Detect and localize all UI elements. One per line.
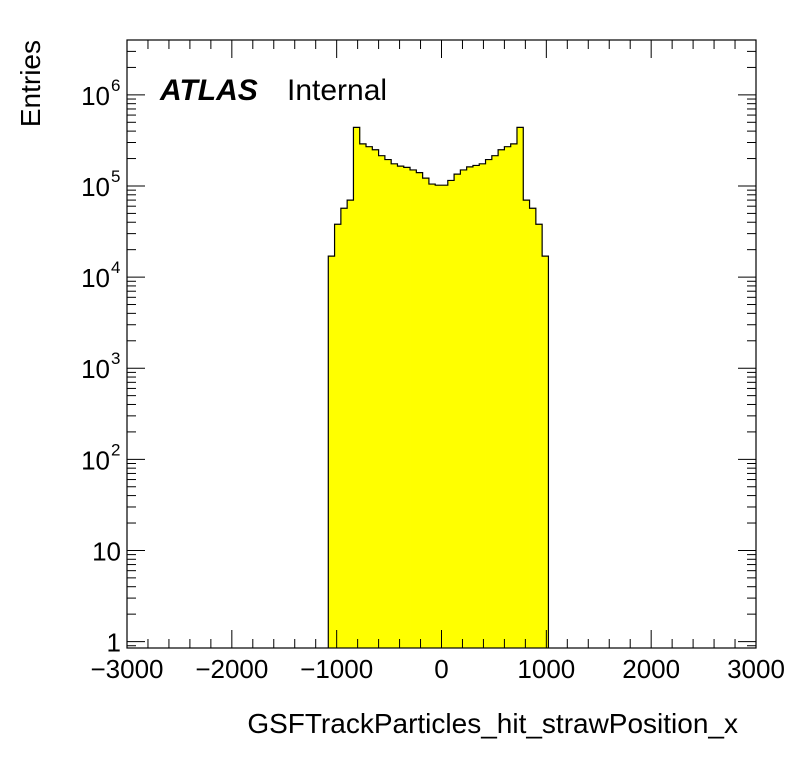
histogram-bin <box>428 184 436 648</box>
x-tick-label: 1000 <box>517 654 575 684</box>
histogram-bin <box>485 159 493 649</box>
x-tick-labels: −3000 −2000 −1000 0 1000 2000 3000 <box>90 654 784 684</box>
histogram-bin <box>340 208 348 649</box>
y-tick-label: 10 <box>81 172 110 202</box>
x-tick-label: −2000 <box>195 654 268 684</box>
x-tick-label: 0 <box>434 654 448 684</box>
x-axis-title: GSFTrackParticles_hit_strawPosition_x <box>247 708 738 739</box>
histogram-bin <box>510 143 518 648</box>
x-tick-label: 3000 <box>727 654 785 684</box>
histogram-bin <box>334 224 342 648</box>
histogram-bin <box>504 146 512 648</box>
histogram-bin <box>328 256 335 648</box>
histogram-outline <box>327 126 550 648</box>
internal-label: Internal <box>287 74 387 107</box>
histogram-bars <box>328 127 549 649</box>
y-tick-label: 10 <box>81 354 110 384</box>
y-tick-label: 10 <box>81 263 110 293</box>
histogram-bin <box>372 149 379 649</box>
y-tick-exponent: 2 <box>111 440 120 459</box>
y-tick-label: 10 <box>81 445 110 475</box>
axis-ticks <box>126 39 757 648</box>
histogram-bin <box>422 178 430 648</box>
histogram-bin <box>378 155 386 649</box>
histogram-bin <box>397 166 405 648</box>
histogram-bin <box>447 180 455 649</box>
x-tick-label: −3000 <box>90 654 163 684</box>
histogram-bin <box>535 224 543 648</box>
y-axis-title: Entries <box>15 40 46 127</box>
y-tick-label: 10 <box>81 81 110 111</box>
histogram-bin <box>347 200 354 648</box>
histogram-bin <box>523 200 530 648</box>
y-tick-label: 1 <box>107 628 121 658</box>
histogram-bin <box>516 127 524 649</box>
histogram-bin <box>529 208 537 649</box>
atlas-label: ATLAS <box>159 74 258 107</box>
y-tick-exponent: 3 <box>111 349 120 368</box>
histogram-bin <box>479 163 486 648</box>
y-tick-exponent: 4 <box>111 258 120 277</box>
histogram-bin <box>498 149 505 649</box>
histogram-bin <box>441 185 449 648</box>
histogram-bin <box>466 166 474 648</box>
histogram-bin <box>460 169 468 648</box>
histogram-bin <box>454 174 461 648</box>
y-tick-label: 10 <box>92 536 121 566</box>
histogram-bin <box>366 146 373 648</box>
histogram-bin <box>416 172 424 648</box>
histogram-bin <box>410 169 417 648</box>
y-tick-exponent: 6 <box>111 76 120 95</box>
histogram-bin <box>359 143 367 648</box>
histogram-bin <box>435 185 442 648</box>
x-tick-label: 2000 <box>622 654 680 684</box>
x-tick-label: −1000 <box>300 654 373 684</box>
histogram-bin <box>384 159 392 649</box>
y-tick-exponent: 5 <box>111 167 120 186</box>
histogram-bin <box>542 256 549 648</box>
histogram-bin <box>403 167 411 648</box>
histogram-bin <box>472 165 480 648</box>
histogram-bin <box>491 155 499 649</box>
histogram-bin <box>353 127 361 649</box>
histogram-bin <box>391 163 398 648</box>
